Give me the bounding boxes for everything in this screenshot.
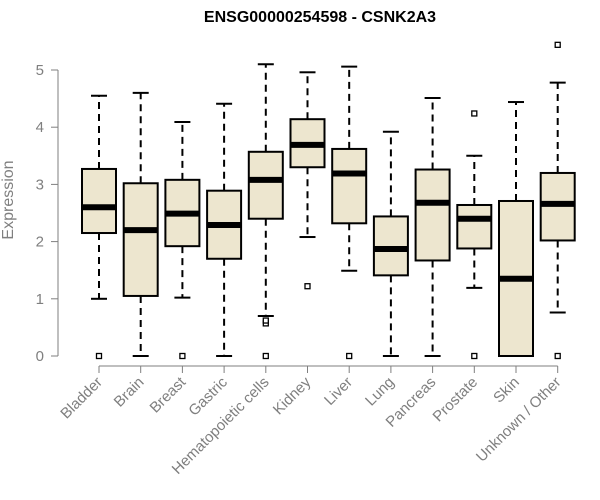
box-iqr	[414, 168, 451, 262]
y-tick-label: 2	[36, 234, 44, 251]
x-tick-label: Skin	[490, 374, 523, 407]
box-liver	[331, 65, 368, 360]
box-unknown-other	[539, 41, 576, 360]
y-axis-label: Expression	[0, 160, 17, 239]
outlier-point	[262, 317, 269, 324]
outlier-point	[471, 110, 478, 117]
outlier-point	[471, 352, 478, 360]
box-breast	[164, 121, 201, 360]
y-axis: 0 1 2 3 4 5	[36, 62, 59, 365]
x-tick-label: Bladder	[57, 374, 106, 423]
plot-area	[81, 41, 576, 360]
box-gastric	[206, 102, 243, 357]
y-tick-label: 1	[36, 291, 44, 308]
box-iqr	[331, 147, 368, 225]
box-kidney	[289, 71, 326, 290]
box-iqr	[81, 167, 117, 235]
x-tick-label: Lung	[362, 374, 398, 410]
y-tick-label: 5	[36, 62, 44, 79]
outlier-point	[95, 352, 103, 360]
box-pancreas	[414, 97, 451, 357]
box-hematopoietic-cells	[247, 63, 284, 360]
box-skin	[498, 101, 534, 357]
x-tick-label: Breast	[147, 373, 190, 416]
y-tick-label: 0	[36, 348, 44, 365]
box-lung	[372, 130, 409, 357]
outlier-point	[554, 352, 561, 360]
chart-title: ENSG00000254598 - CSNK2A3	[204, 9, 436, 26]
x-tick-label: Brain	[111, 374, 148, 411]
box-brain	[122, 91, 159, 357]
outlier-point	[179, 352, 186, 360]
box-iqr	[372, 215, 409, 277]
box-bladder	[81, 94, 117, 360]
outlier-point	[554, 41, 561, 48]
box-iqr	[122, 182, 159, 297]
outlier-point	[346, 352, 353, 360]
x-tick-label: Kidney	[270, 373, 315, 418]
box-prostate	[456, 110, 493, 360]
outlier-point	[304, 283, 311, 290]
box-iqr	[247, 150, 284, 220]
x-tick-label: Prostate	[430, 374, 482, 426]
y-tick-label: 4	[36, 119, 44, 136]
box-iqr	[456, 203, 493, 250]
x-tick-label: Liver	[321, 374, 356, 409]
y-tick-label: 3	[36, 176, 44, 193]
outlier-point	[262, 352, 269, 360]
